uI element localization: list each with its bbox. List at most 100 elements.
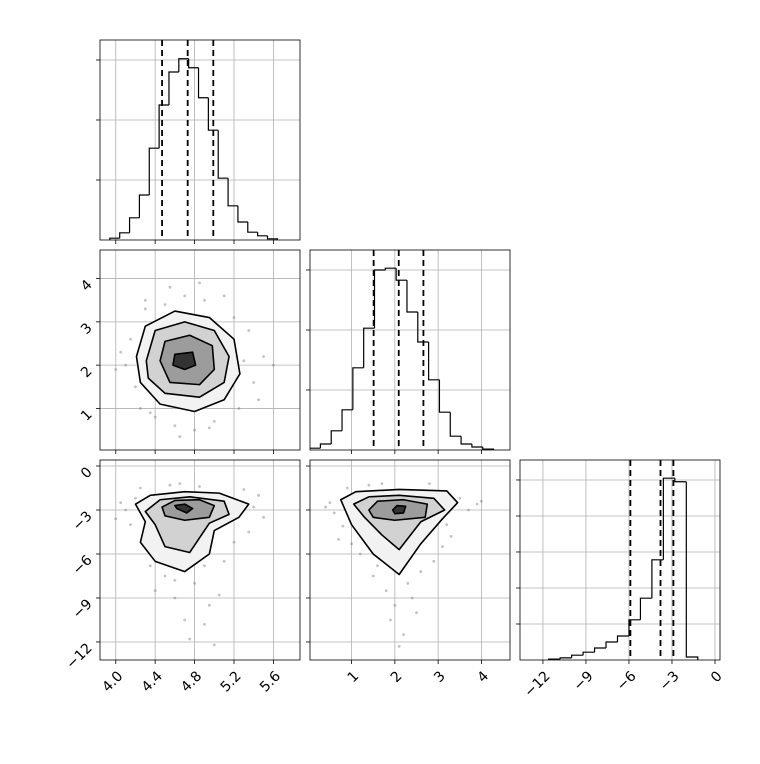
histogram-step — [559, 657, 572, 660]
histogram-step — [616, 635, 629, 642]
x-tick-label: 4.0 — [99, 668, 126, 695]
x-tick-label: 4.8 — [178, 668, 205, 695]
y-tick-label: −3 — [70, 508, 96, 534]
panel: 1 2 3 4 — [78, 249, 301, 454]
sample-point — [324, 505, 327, 509]
histogram-step — [593, 647, 607, 653]
sample-point — [393, 603, 397, 607]
sample-point — [432, 559, 436, 563]
histogram-step — [178, 58, 189, 72]
sample-point — [148, 411, 152, 415]
histogram-step — [674, 478, 687, 483]
histogram-step — [571, 654, 584, 658]
x-tick-label: 5.6 — [257, 668, 284, 695]
panel-frame — [99, 249, 301, 451]
sample-point — [222, 294, 226, 298]
sample-point — [371, 574, 375, 578]
sample-point — [384, 589, 388, 593]
histogram-step — [158, 104, 169, 149]
sample-point — [129, 523, 132, 527]
histogram-step — [395, 268, 407, 281]
histogram-step — [582, 651, 595, 656]
sample-point — [119, 501, 123, 505]
panel-frame — [519, 459, 721, 661]
sample-point — [163, 574, 167, 578]
panel: −12 −9 −6 −3 0 — [516, 459, 726, 701]
sample-point — [217, 593, 221, 597]
sample-point — [458, 496, 462, 500]
histogram-step — [168, 71, 179, 105]
sample-point — [367, 483, 371, 487]
plot-area — [310, 460, 510, 660]
sample-point — [257, 493, 261, 497]
x-tick-label: 2 — [388, 668, 406, 686]
sample-point — [428, 482, 431, 486]
y-tick-label: −9 — [70, 596, 96, 622]
sample-point — [402, 633, 405, 637]
histogram-step — [188, 58, 199, 69]
x-tick-label: 0 — [708, 668, 726, 686]
x-tick-label: 4.4 — [139, 668, 166, 695]
x-tick-label: −6 — [614, 668, 640, 694]
histogram-step — [119, 232, 130, 239]
sample-point — [232, 316, 236, 319]
sample-point — [183, 294, 187, 298]
sample-point — [271, 363, 275, 367]
sample-point — [467, 508, 470, 512]
histogram-step — [266, 235, 278, 240]
sample-point — [198, 281, 201, 285]
histogram-step — [341, 409, 353, 431]
x-tick-label: 5.2 — [218, 668, 245, 695]
sample-point — [445, 523, 449, 527]
sample-point — [138, 407, 142, 410]
histogram-step — [662, 477, 675, 560]
sample-point — [178, 482, 182, 486]
sample-point — [242, 359, 246, 363]
histogram-step — [406, 280, 418, 313]
sample-point — [114, 517, 118, 521]
sample-point — [134, 385, 137, 389]
sample-point — [183, 618, 187, 622]
histogram-step — [257, 232, 268, 237]
histogram-step — [628, 619, 641, 636]
sample-point — [203, 298, 206, 302]
sample-point — [262, 515, 265, 519]
sample-point — [252, 381, 256, 384]
histogram-step — [138, 194, 150, 218]
histogram-step — [128, 217, 140, 233]
histogram-step — [310, 447, 321, 450]
sample-point — [119, 350, 123, 354]
panel-frame — [309, 249, 511, 451]
histogram-step — [363, 327, 375, 368]
histogram-step — [460, 436, 472, 445]
sample-point — [332, 511, 336, 515]
sample-point — [129, 337, 132, 341]
sample-point — [345, 486, 349, 490]
histogram-step — [639, 597, 652, 620]
sample-point — [419, 570, 423, 573]
sample-point — [153, 415, 157, 419]
x-tick-label: 3 — [431, 668, 449, 686]
sample-point — [178, 435, 182, 438]
sample-point — [173, 596, 177, 600]
x-tick-label: −3 — [657, 668, 683, 694]
sample-point — [415, 611, 418, 615]
sample-point — [222, 559, 226, 563]
sample-point — [480, 499, 483, 503]
sample-point — [376, 564, 379, 568]
histogram-step — [109, 237, 120, 240]
sample-point — [148, 564, 152, 568]
y-tick-label: 1 — [78, 407, 96, 425]
panel-frame — [309, 459, 511, 661]
histogram-step — [428, 341, 440, 381]
histogram-step — [384, 267, 397, 270]
histogram-step — [605, 641, 618, 648]
histogram-step — [352, 367, 364, 410]
sample-point — [328, 501, 332, 505]
sample-point — [441, 545, 444, 549]
histogram-step — [217, 130, 229, 179]
panel — [96, 39, 301, 244]
x-tick-label: −9 — [571, 668, 597, 694]
sample-point — [397, 644, 401, 648]
